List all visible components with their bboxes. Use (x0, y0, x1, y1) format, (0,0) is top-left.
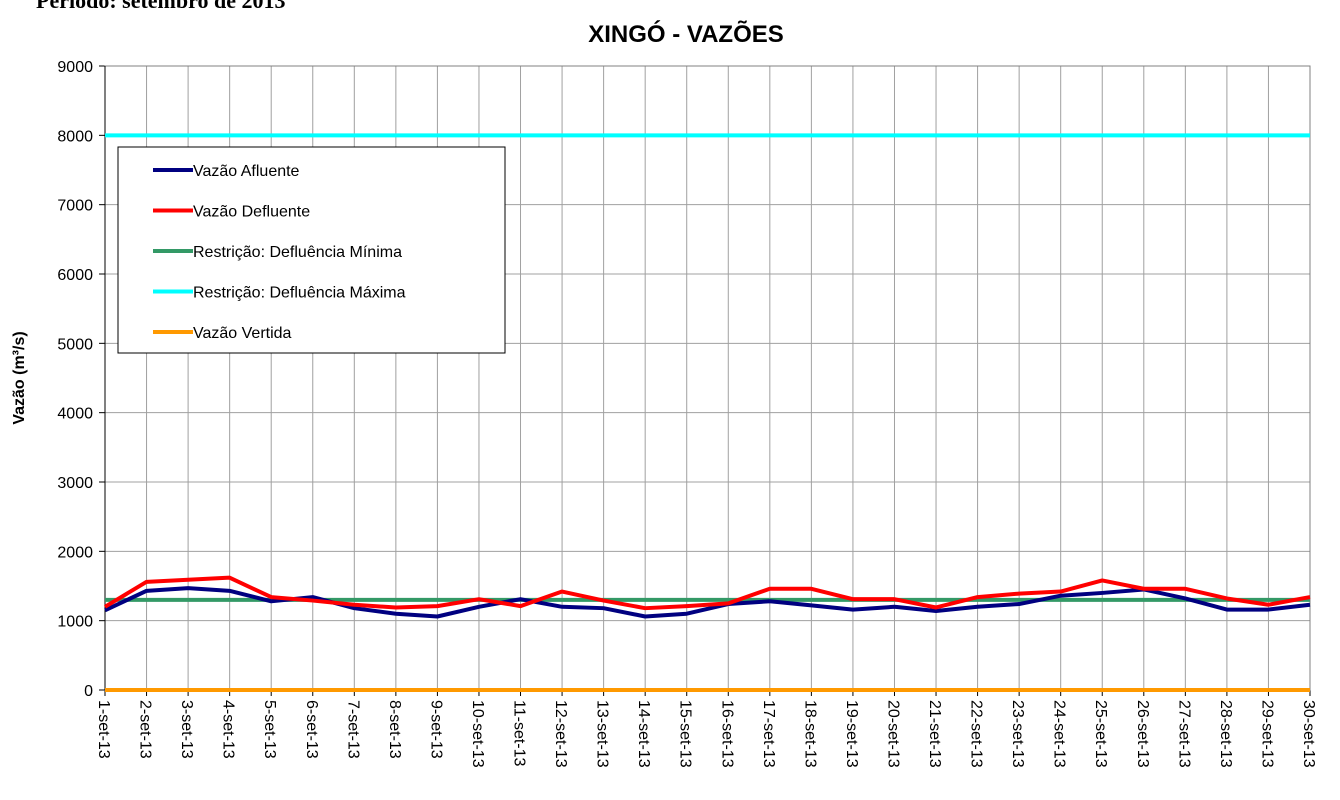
x-tick-label: 14-set-13 (635, 700, 652, 768)
x-tick-label: 6-set-13 (303, 700, 320, 759)
x-tick-label: 18-set-13 (801, 700, 818, 768)
x-tick-label: 3-set-13 (178, 700, 195, 759)
y-tick-label: 5000 (57, 336, 93, 353)
y-tick-label: 1000 (57, 614, 93, 631)
legend-label: Restrição: Defluência Máxima (193, 285, 406, 302)
x-tick-label: 20-set-13 (884, 700, 901, 768)
x-tick-label: 10-set-13 (469, 700, 486, 768)
x-tick-label: 17-set-13 (760, 700, 777, 768)
x-tick-label: 28-set-13 (1217, 700, 1234, 768)
legend-label: Vazão Afluente (193, 163, 300, 180)
x-tick-label: 29-set-13 (1258, 700, 1275, 768)
x-tick-label: 15-set-13 (677, 700, 694, 768)
x-tick-label: 19-set-13 (843, 700, 860, 768)
x-tick-label: 23-set-13 (1009, 700, 1026, 768)
y-tick-label: 3000 (57, 475, 93, 492)
x-tick-label: 30-set-13 (1300, 700, 1317, 768)
legend-label: Vazão Vertida (193, 325, 292, 342)
x-tick-label: 5-set-13 (261, 700, 278, 759)
x-tick-label: 26-set-13 (1134, 700, 1151, 768)
legend-label: Restrição: Defluência Mínima (193, 244, 402, 261)
page-header: Período: setembro de 2013 (36, 0, 286, 13)
legend-label: Vazão Defluente (193, 204, 310, 221)
x-tick-label: 4-set-13 (220, 700, 237, 759)
x-tick-label: 24-set-13 (1051, 700, 1068, 768)
x-tick-label: 1-set-13 (95, 700, 112, 759)
y-tick-label: 6000 (57, 267, 93, 284)
x-tick-label: 22-set-13 (968, 700, 985, 768)
x-tick-label: 2-set-13 (137, 700, 154, 759)
y-tick-label: 8000 (57, 128, 93, 145)
y-tick-label: 0 (84, 683, 93, 700)
x-tick-label: 8-set-13 (386, 700, 403, 759)
x-tick-label: 16-set-13 (718, 700, 735, 768)
y-tick-label: 9000 (57, 59, 93, 76)
y-axis-label: Vazão (m³/s) (11, 331, 28, 424)
x-tick-label: 21-set-13 (926, 700, 943, 768)
x-tick-label: 12-set-13 (552, 700, 569, 768)
x-tick-label: 9-set-13 (427, 700, 444, 759)
x-tick-label: 11-set-13 (511, 700, 528, 767)
chart-title: XINGÓ - VAZÕES (588, 20, 784, 48)
series-line (104, 586, 1311, 619)
x-tick-label: 27-set-13 (1175, 700, 1192, 768)
y-tick-label: 2000 (57, 544, 93, 561)
x-tick-label: 7-set-13 (344, 700, 361, 759)
series-line (103, 575, 1311, 611)
y-tick-label: 7000 (57, 198, 93, 215)
x-tick-label: 13-set-13 (594, 700, 611, 768)
x-tick-label: 25-set-13 (1092, 700, 1109, 768)
y-tick-label: 4000 (57, 406, 93, 423)
